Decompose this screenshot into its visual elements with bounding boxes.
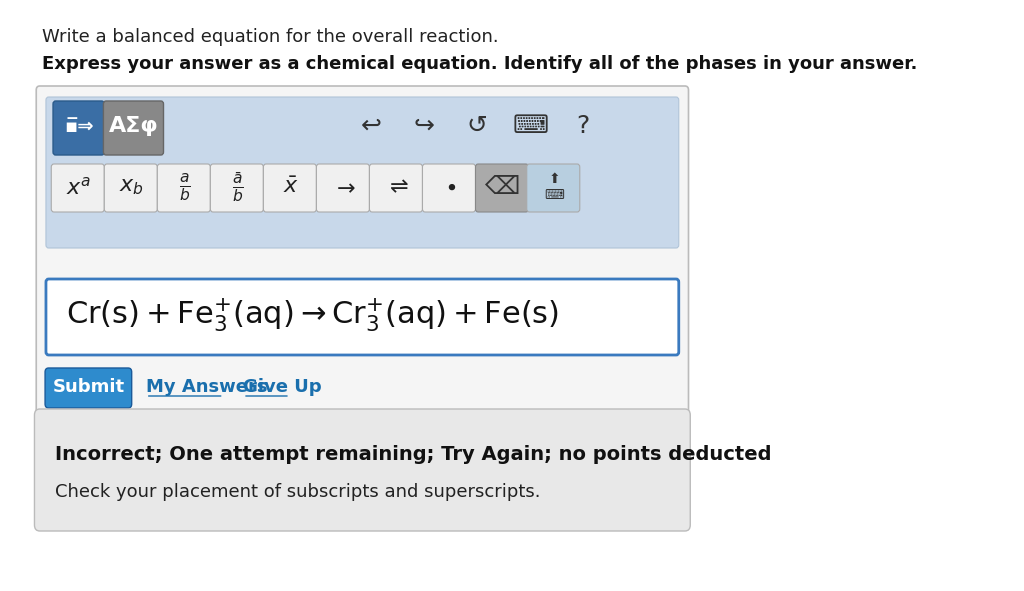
- FancyBboxPatch shape: [104, 164, 158, 212]
- Text: Write a balanced equation for the overall reaction.: Write a balanced equation for the overal…: [42, 28, 499, 46]
- FancyBboxPatch shape: [45, 368, 132, 408]
- Text: ?: ?: [577, 114, 590, 138]
- Text: ↩: ↩: [360, 114, 382, 138]
- FancyBboxPatch shape: [46, 97, 679, 248]
- FancyBboxPatch shape: [53, 101, 104, 155]
- Text: ⌨: ⌨: [512, 114, 548, 138]
- Text: Incorrect; One attempt remaining; Try Again; no points deducted: Incorrect; One attempt remaining; Try Ag…: [55, 445, 771, 464]
- Text: ⬆
⌨: ⬆ ⌨: [544, 172, 564, 202]
- FancyBboxPatch shape: [51, 164, 104, 212]
- Text: $\bullet$: $\bullet$: [443, 177, 456, 197]
- FancyBboxPatch shape: [210, 164, 263, 212]
- FancyBboxPatch shape: [423, 164, 475, 212]
- Text: $x^{a}$: $x^{a}$: [67, 176, 91, 198]
- Text: Give Up: Give Up: [243, 378, 322, 396]
- Text: ↪: ↪: [414, 114, 435, 138]
- Text: $\frac{\bar{a}}{b}$: $\frac{\bar{a}}{b}$: [231, 170, 244, 204]
- Text: $\rightleftharpoons$: $\rightleftharpoons$: [385, 177, 409, 197]
- FancyBboxPatch shape: [35, 409, 690, 531]
- FancyBboxPatch shape: [158, 164, 210, 212]
- Text: Submit: Submit: [52, 378, 125, 396]
- FancyBboxPatch shape: [370, 164, 423, 212]
- Text: $x_{b}$: $x_{b}$: [119, 177, 144, 197]
- Text: ΑΣφ: ΑΣφ: [109, 116, 159, 136]
- Text: ⌫: ⌫: [485, 175, 520, 199]
- FancyBboxPatch shape: [526, 164, 580, 212]
- FancyBboxPatch shape: [46, 279, 679, 355]
- FancyBboxPatch shape: [316, 164, 370, 212]
- Text: ▪̅⇒: ▪̅⇒: [63, 116, 93, 135]
- FancyBboxPatch shape: [103, 101, 164, 155]
- Text: $\rightarrow$: $\rightarrow$: [332, 177, 355, 197]
- FancyBboxPatch shape: [263, 164, 316, 212]
- Text: $\bar{x}$: $\bar{x}$: [283, 177, 299, 197]
- FancyBboxPatch shape: [475, 164, 528, 212]
- Text: My Answers: My Answers: [145, 378, 267, 396]
- FancyBboxPatch shape: [36, 86, 688, 464]
- Text: $\mathrm{Cr(s) + Fe^{+}_{3}(aq) \rightarrow Cr^{+}_{3}(aq) + Fe(s)}$: $\mathrm{Cr(s) + Fe^{+}_{3}(aq) \rightar…: [67, 296, 559, 334]
- Text: Express your answer as a chemical equation. Identify all of the phases in your a: Express your answer as a chemical equati…: [42, 55, 918, 73]
- Text: $\frac{a}{b}$: $\frac{a}{b}$: [179, 171, 190, 203]
- Text: ↺: ↺: [467, 114, 487, 138]
- Text: Check your placement of subscripts and superscripts.: Check your placement of subscripts and s…: [55, 483, 541, 501]
